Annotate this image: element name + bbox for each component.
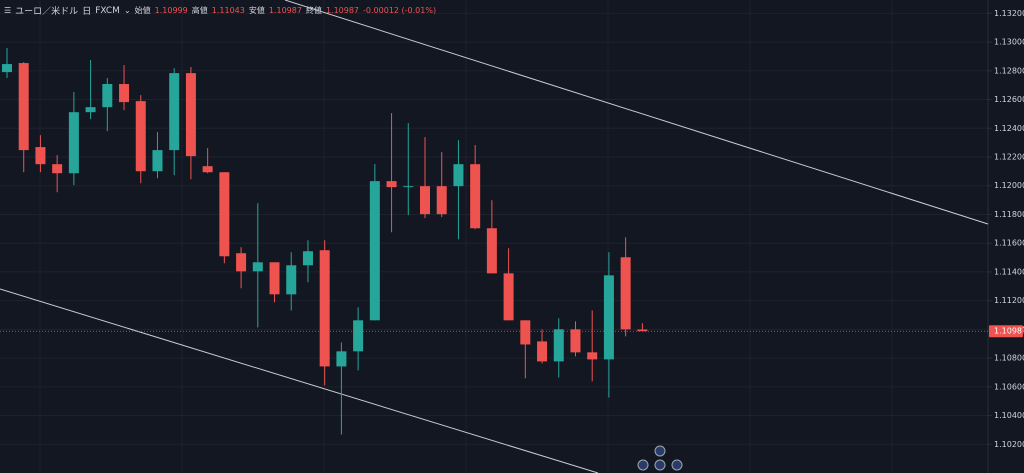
candle-body [252, 262, 263, 272]
candle-body [470, 164, 481, 229]
header: ☰ ユーロ／米ドル 日 FXCM ⌄ 始値 1.10999 高値 1.11043… [4, 4, 437, 18]
candle-body [102, 84, 113, 108]
candle-body [553, 329, 564, 362]
y-tick-label: 1.12800 [994, 66, 1024, 75]
candle-body [152, 150, 163, 172]
candle-body [219, 172, 230, 257]
open-label: 始値 [134, 6, 151, 15]
candle-body [169, 73, 180, 151]
y-tick-label: 1.11600 [994, 239, 1024, 248]
candle-body [587, 352, 598, 360]
y-tick-label: 1.10200 [994, 440, 1024, 449]
last-price-label: 1.10987 [994, 327, 1024, 336]
last-price-tag [989, 325, 1023, 338]
y-tick-label: 1.10800 [994, 354, 1024, 363]
vertical-grid [39, 0, 893, 473]
event-icon[interactable] [637, 459, 649, 471]
trend-line [0, 288, 599, 473]
close-label: 終値 [305, 6, 322, 15]
y-tick-label: 1.10400 [994, 411, 1024, 420]
candle-body [420, 186, 430, 215]
candle-body [119, 84, 130, 103]
candle-body [453, 164, 464, 187]
candle-body [353, 320, 364, 352]
candle-body [236, 253, 247, 272]
high-label: 高値 [191, 6, 208, 15]
y-tick-label: 1.12000 [994, 181, 1024, 190]
candle-body [2, 64, 12, 73]
dropdown-icon[interactable]: ⌄ [123, 6, 131, 15]
candle-body [286, 265, 297, 295]
y-tick-label: 1.10600 [994, 382, 1024, 391]
candle-body [202, 166, 213, 173]
candle-body [269, 262, 280, 295]
high-value: 1.11043 [211, 6, 245, 15]
open-value: 1.10999 [154, 6, 188, 15]
candle-body [570, 329, 581, 353]
candle-body [336, 351, 347, 367]
source[interactable]: FXCM [95, 5, 120, 16]
close-value: 1.10987 [325, 6, 360, 15]
event-icon[interactable] [671, 459, 683, 471]
candle-body [503, 273, 514, 321]
candle-body [436, 186, 447, 215]
candle-body [520, 320, 531, 345]
interval[interactable]: 日 [82, 7, 92, 17]
candle-body [135, 101, 146, 172]
y-tick-label: 1.11400 [994, 267, 1024, 276]
candle-body [486, 228, 497, 274]
candle-body [68, 112, 79, 174]
y-tick-label: 1.11200 [994, 296, 1024, 305]
event-icon[interactable] [654, 445, 666, 457]
candle-body [369, 181, 380, 321]
candle-body [185, 73, 196, 157]
symbol[interactable]: ユーロ／米ドル [15, 7, 79, 17]
trend-line [284, 0, 989, 225]
change: -0.00012 (-0.01%) [363, 6, 437, 15]
low-value: 1.10987 [268, 6, 302, 15]
candle-body [85, 107, 96, 113]
candle-body [537, 341, 548, 362]
candle-body [386, 181, 397, 188]
y-tick-label: 1.12400 [994, 124, 1024, 133]
candle-body [403, 186, 414, 188]
event-icon[interactable] [654, 459, 666, 471]
candle-body [52, 164, 63, 174]
candle-body [319, 250, 330, 367]
candle-body [302, 251, 313, 266]
candle-body [620, 257, 631, 330]
candle-body [603, 275, 614, 360]
candle-body [18, 63, 29, 151]
y-tick-label: 1.12200 [994, 152, 1024, 161]
event-icons [637, 445, 683, 471]
candle-body [35, 147, 46, 165]
y-tick-label: 1.12600 [994, 95, 1024, 104]
y-tick-label: 1.13000 [994, 38, 1024, 47]
grid [0, 12, 988, 445]
y-tick-label: 1.13200 [994, 9, 1024, 18]
menu-icon[interactable]: ☰ [4, 6, 12, 15]
y-tick-label: 1.11800 [994, 210, 1024, 219]
low-label: 安値 [248, 6, 265, 15]
candle-body [637, 329, 648, 332]
